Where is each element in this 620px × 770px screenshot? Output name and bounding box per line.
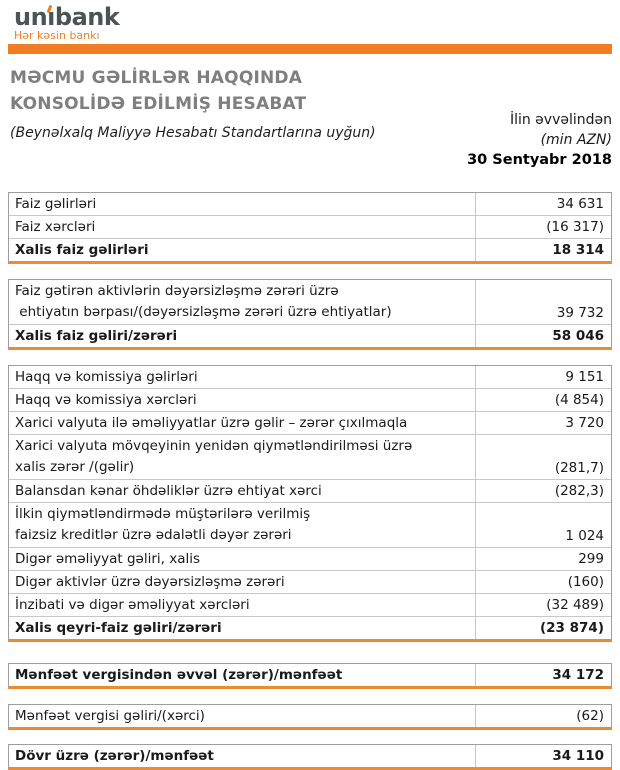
table-row: Mənfəət vergisi gəliri/(xərci) (62) (9, 705, 611, 727)
row-value: (16 317) (546, 219, 604, 235)
report-title-line1: MƏCMU GƏLİRLƏR HAQQINDA (10, 68, 303, 88)
period-label: İlin əvvəlindən (509, 112, 612, 128)
table-row: Faiz gətirən aktivlərin dəyərsizləşmə zə… (9, 280, 611, 324)
row-value: 3 720 (565, 415, 604, 431)
statement-section-6: Dövr üzrə (zərər)/mənfəət 34 110 (8, 744, 612, 770)
row-label: Xalis qeyri-faiz gəliri/zərəri (9, 617, 476, 639)
brand-name: un ıbank (14, 5, 620, 30)
table-row: Xarici valyuta ilə əməliyyatlar üzrə gəl… (9, 411, 611, 434)
row-value: 1 024 (565, 528, 604, 544)
report-title-block: MƏCMU GƏLİRLƏR HAQQINDA KONSOLİDƏ EDİLMİ… (10, 65, 376, 170)
row-label: Xalis faiz gəliri/zərəri (9, 325, 476, 347)
brand-divider-bar (8, 44, 612, 54)
table-row: Digər əməliyyat gəliri, xalis 299 (9, 547, 611, 570)
row-value: (32 489) (546, 597, 604, 613)
table-row: Dövr üzrə (zərər)/mənfəət 34 110 (9, 745, 611, 767)
unit-label: (min AZN) (540, 132, 612, 148)
row-label: Haqq və komissiya xərcləri (9, 389, 476, 411)
brand-name-part2: ı (47, 3, 55, 31)
row-label: Faiz gətirən aktivlərin dəyərsizləşmə zə… (9, 280, 476, 324)
statement-section-1: Faiz gəlirləri 34 631 Faiz xərcləri (16 317… (8, 192, 612, 264)
date-label: 30 Sentyabr 2018 (467, 152, 612, 168)
row-label: İlkin qiymətləndirmədə müştərilərə veril… (9, 503, 476, 547)
row-value: 299 (578, 551, 604, 567)
statement-section-2: Faiz gətirən aktivlərin dəyərsizləşmə zə… (8, 279, 612, 350)
row-label: Haqq və komissiya gəlirləri (9, 366, 476, 388)
brand-tagline: Hər kəsin bankı (14, 29, 100, 42)
row-value: 39 732 (556, 305, 604, 321)
table-row: İnzibati və digər əməliyyat xərcləri (32 … (9, 593, 611, 616)
table-row: Digər aktivlər üzrə dəyərsizləşmə zərəri… (9, 570, 611, 593)
row-label: Xarici valyuta ilə əməliyyatlar üzrə gəl… (9, 412, 476, 434)
brand-name-part1: un (14, 3, 48, 31)
table-row: Faiz xərcləri (16 317) (9, 215, 611, 238)
row-value: (281,7) (554, 460, 604, 476)
row-value: (160) (567, 574, 604, 590)
statement-section-3: Haqq və komissiya gəlirləri 9 151 Haqq və … (8, 365, 612, 642)
row-value: (4 854) (554, 392, 604, 408)
row-label: Xalis faiz gəlirləri (9, 239, 476, 261)
row-value: 58 046 (552, 328, 604, 344)
row-label: Dövr üzrə (zərər)/mənfəət (9, 745, 476, 767)
row-value: 34 172 (552, 667, 604, 683)
row-value: (282,3) (554, 483, 604, 499)
row-value: (62) (576, 708, 604, 724)
statement-sections: Faiz gəlirləri 34 631 Faiz xərcləri (16 317… (8, 192, 612, 770)
table-row: Haqq və komissiya xərcləri (4 854) (9, 388, 611, 411)
row-value: 9 151 (565, 369, 604, 385)
table-row: Xalis faiz gəliri/zərəri 58 046 (9, 324, 611, 347)
table-row: Faiz gəlirləri 34 631 (9, 193, 611, 215)
report-header: MƏCMU GƏLİRLƏR HAQQINDA KONSOLİDƏ EDİLMİ… (10, 65, 612, 170)
row-label: Digər aktivlər üzrə dəyərsizləşmə zərəri (9, 571, 476, 593)
row-label: Faiz xərcləri (9, 216, 476, 238)
row-label: Digər əməliyyat gəliri, xalis (9, 548, 476, 570)
statement-section-5: Mənfəət vergisi gəliri/(xərci) (62) (8, 704, 612, 730)
table-row: Xalis qeyri-faiz gəliri/zərəri (23 874) (9, 616, 611, 639)
row-label: İnzibati və digər əməliyyat xərcləri (9, 594, 476, 616)
table-row: Xalis faiz gəlirləri 18 314 (9, 238, 611, 261)
report-subtitle: (Beynəlxalq Maliyyə Hesabatı Standartlar… (10, 125, 376, 141)
row-label: Mənfəət vergisi gəliri/(xərci) (9, 705, 476, 727)
unibank-logo: un ıbank Hər kəsin bankı (0, 0, 620, 42)
table-row: Xarici valyuta mövqeyinin yenidən qiymət… (9, 434, 611, 479)
row-value: 34 631 (556, 196, 604, 212)
report-period-block: İlin əvvəlindən (min AZN) 30 Sentyabr 20… (467, 110, 612, 170)
row-label: Faiz gəlirləri (9, 193, 476, 215)
row-label: Mənfəət vergisindən əvvəl (zərər)/mənfəə… (9, 664, 476, 686)
row-value: 34 110 (552, 748, 604, 764)
table-row: Mənfəət vergisindən əvvəl (zərər)/mənfəə… (9, 664, 611, 686)
row-label: Xarici valyuta mövqeyinin yenidən qiymət… (9, 435, 476, 479)
row-value: 18 314 (552, 242, 604, 258)
table-row: Balansdan kənar öhdəliklər üzrə ehtiyat … (9, 479, 611, 502)
row-value: (23 874) (539, 620, 604, 636)
table-row: İlkin qiymətləndirmədə müştərilərə veril… (9, 502, 611, 547)
report-title-line2: KONSOLİDƏ EDİLMİŞ HESABAT (10, 94, 307, 114)
brand-name-part3: bank (54, 3, 120, 31)
row-label: Balansdan kənar öhdəliklər üzrə ehtiyat … (9, 480, 476, 502)
table-row: Haqq və komissiya gəlirləri 9 151 (9, 366, 611, 388)
statement-section-4: Mənfəət vergisindən əvvəl (zərər)/mənfəə… (8, 663, 612, 689)
